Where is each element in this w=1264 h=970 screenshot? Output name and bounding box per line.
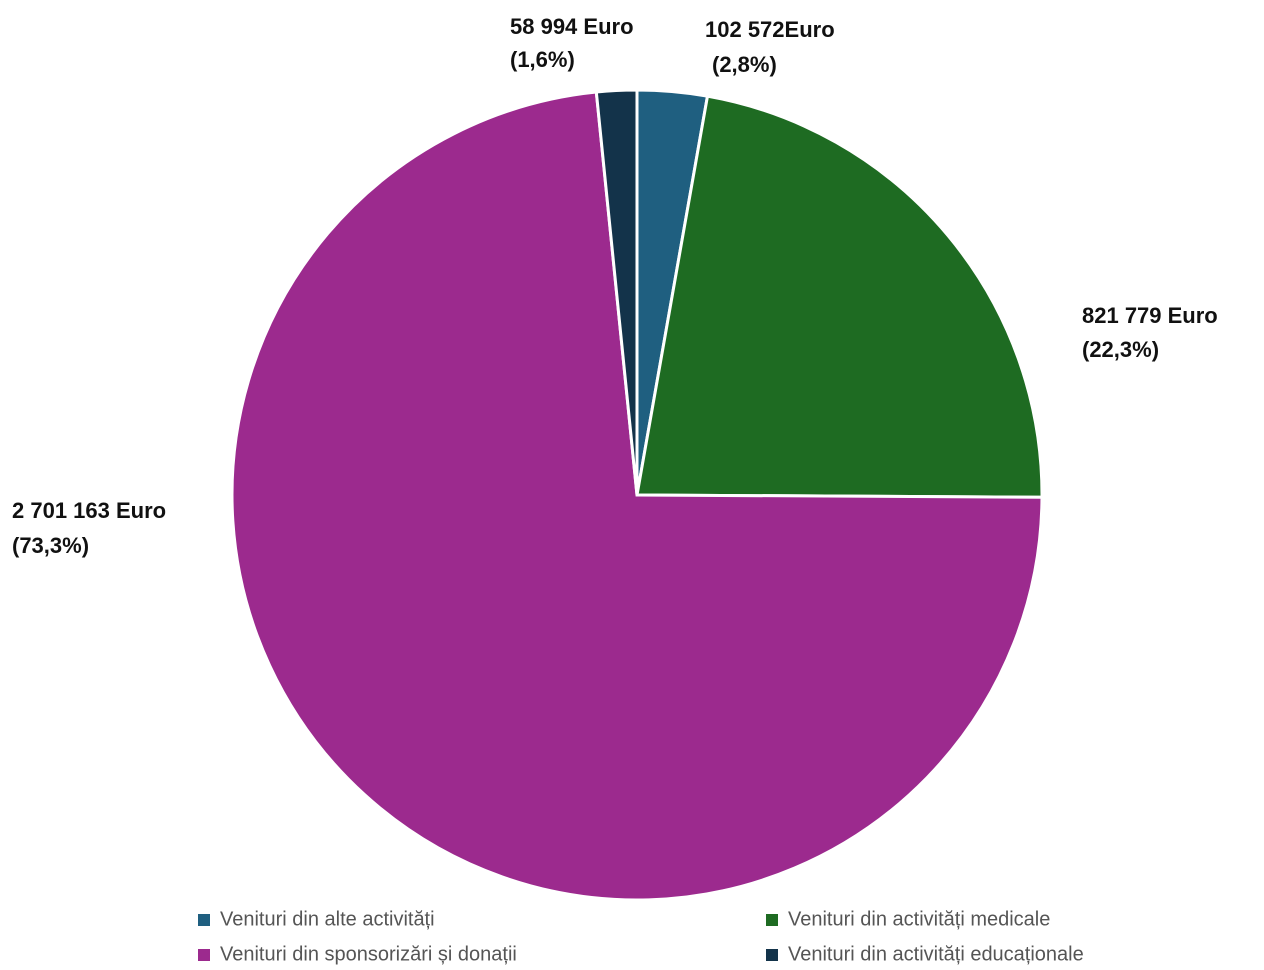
data-label-percent: (2,8%) — [712, 52, 777, 77]
pie-slice — [230, 90, 1044, 902]
legend-label: Venituri din alte activități — [220, 908, 435, 930]
data-label-percent: (1,6%) — [510, 47, 575, 72]
legend-label: Venituri din sponsorizări și donații — [220, 943, 517, 965]
data-label-percent: (22,3%) — [1082, 337, 1159, 362]
data-label: 102 572Euro — [705, 17, 835, 42]
data-label-percent: (73,3%) — [12, 533, 89, 558]
legend-swatch — [766, 949, 778, 961]
data-label: 821 779 Euro — [1082, 303, 1218, 328]
legend-swatch — [766, 914, 778, 926]
data-label: 58 994 Euro — [510, 14, 634, 39]
data-label: 2 701 163 Euro — [12, 498, 166, 523]
legend-label: Venituri din activități educaționale — [788, 943, 1084, 965]
legend-label: Venituri din activități medicale — [788, 908, 1050, 930]
pie-slice — [635, 94, 1044, 499]
pie-slice — [594, 88, 639, 496]
legend-swatch — [198, 949, 210, 961]
legend-swatch — [198, 914, 210, 926]
